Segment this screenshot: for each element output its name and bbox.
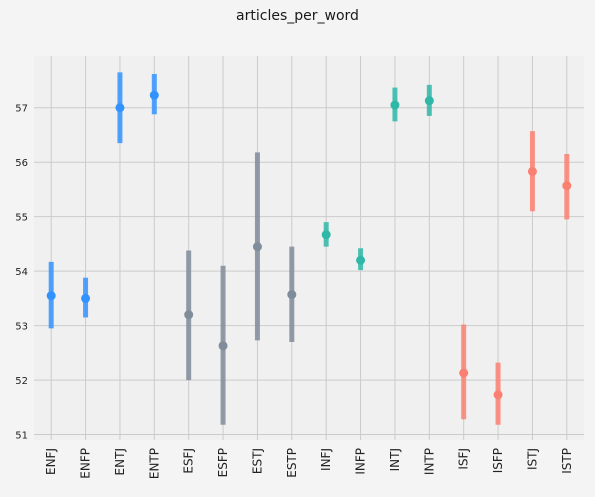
x-tick-label: ISFJ — [457, 448, 471, 470]
data-point — [46, 291, 56, 301]
x-tick-label: ENTJ — [113, 448, 127, 475]
plot-background — [34, 56, 584, 440]
data-point — [390, 100, 400, 110]
x-tick-label: ENFJ — [44, 448, 58, 475]
data-point — [527, 166, 537, 176]
x-tick-label: INTJ — [388, 448, 402, 471]
x-tick-label: ESFJ — [182, 448, 196, 474]
data-point — [562, 181, 572, 191]
x-tick-label: ESFP — [216, 448, 230, 477]
data-point — [321, 230, 331, 240]
y-tick-label: 55 — [15, 213, 28, 224]
x-tick-label: ENFP — [79, 448, 93, 479]
data-point — [252, 242, 262, 252]
y-tick-label: 52 — [15, 376, 28, 387]
data-point — [218, 341, 228, 351]
data-point — [459, 368, 469, 378]
x-tick-label: ISTP — [560, 448, 574, 474]
x-tick-label: INTP — [422, 448, 436, 475]
data-point — [149, 90, 159, 100]
x-tick-label: INFP — [354, 448, 368, 475]
x-tick-label: INFJ — [319, 448, 333, 471]
x-tick-label: ESTP — [285, 448, 299, 478]
y-tick-label: 54 — [15, 267, 28, 278]
y-tick-label: 56 — [15, 158, 28, 169]
x-tick-label: ISTJ — [525, 448, 539, 470]
x-tick-label: ESTJ — [250, 448, 264, 474]
y-tick-label: 51 — [15, 431, 28, 442]
chart-title: articles_per_word — [236, 8, 359, 24]
data-point — [81, 293, 91, 303]
data-point — [356, 255, 366, 265]
data-point — [184, 310, 194, 320]
x-tick-label: ISFP — [491, 448, 505, 473]
data-point — [424, 96, 434, 106]
y-tick-label: 57 — [15, 104, 28, 115]
data-point — [493, 390, 503, 400]
x-tick-label: ENTP — [147, 448, 161, 479]
data-point — [115, 103, 125, 113]
data-point — [287, 290, 297, 300]
y-tick-label: 53 — [15, 322, 28, 333]
